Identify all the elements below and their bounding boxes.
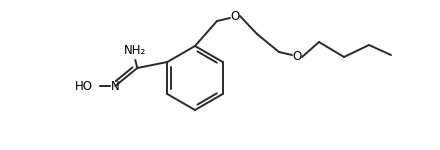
Text: N: N xyxy=(111,80,120,93)
Text: HO: HO xyxy=(75,80,93,93)
Text: O: O xyxy=(292,51,302,63)
Text: NH₂: NH₂ xyxy=(124,44,147,57)
Text: O: O xyxy=(231,9,240,22)
